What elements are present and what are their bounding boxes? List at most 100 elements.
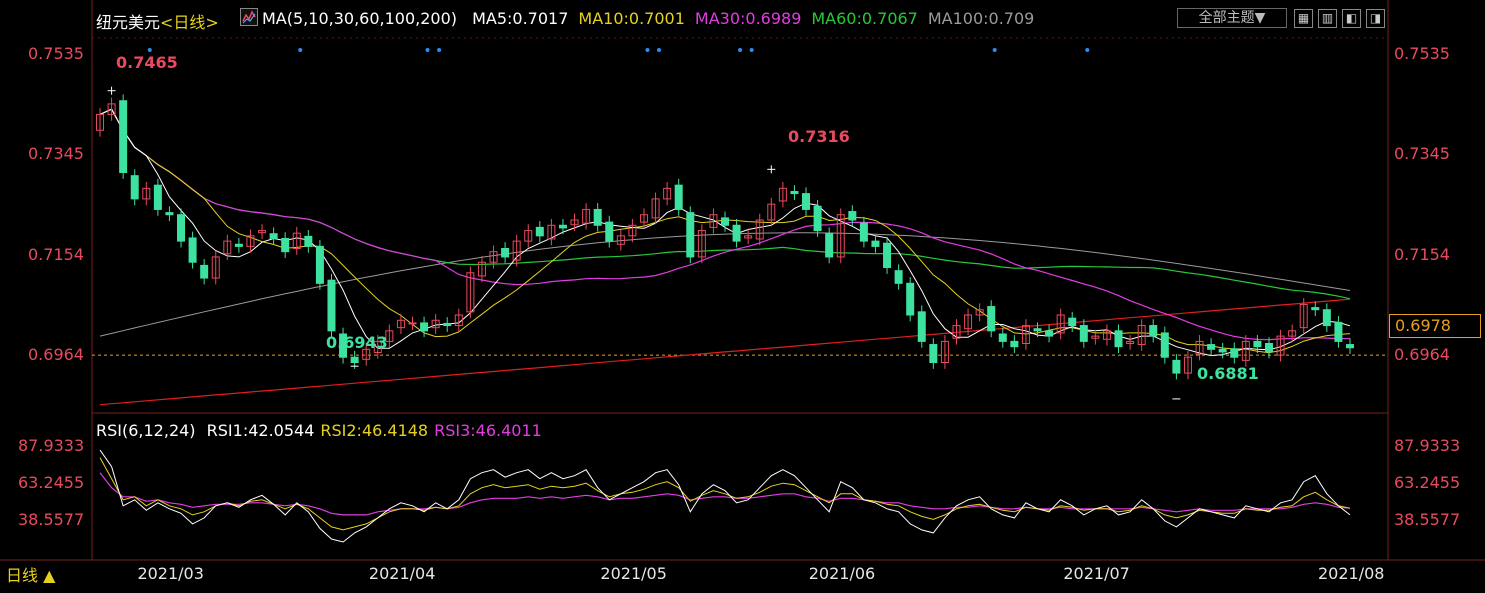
candle-body: [570, 219, 579, 226]
candle-body: [802, 193, 811, 210]
ma5-line: [99, 108, 1351, 357]
ma100-line: [99, 232, 1351, 337]
columns-icon[interactable]: ▥: [1318, 9, 1337, 28]
candle-body: [200, 264, 209, 279]
candle-body: [1218, 348, 1227, 353]
rsi-values: RSI1:42.0544 RSI2:46.4148 RSI3:46.4011: [201, 421, 542, 440]
candle-body: [987, 306, 996, 332]
candle-body: [1126, 340, 1135, 344]
candle-body: [871, 240, 880, 247]
candle-body: [1114, 330, 1123, 348]
candle-body: [142, 187, 151, 200]
candle-body: [639, 214, 648, 223]
candle-body: [223, 240, 232, 255]
candle-body: [732, 224, 741, 242]
candle-body: [721, 217, 729, 226]
candle-body: [246, 235, 255, 247]
event-dot: [147, 48, 152, 52]
candle-body: [501, 248, 510, 258]
price-tick: 0.6964: [28, 345, 84, 365]
layout-right-icon[interactable]: ◨: [1366, 9, 1385, 28]
rsi-params: RSI(6,12,24): [96, 421, 196, 440]
candle-body: [582, 208, 591, 224]
rsi1-line: [99, 449, 1351, 543]
candle-body: [362, 348, 371, 360]
candle-body: [686, 212, 695, 258]
rsi-value: RSI3:46.4011: [434, 421, 542, 440]
ma-values: MA5:0.7017 MA10:0.7001 MA30:0.6989 MA60:0.7…: [462, 9, 1034, 28]
candle-body: [431, 319, 440, 329]
ma-value: MA30:0.6989: [694, 9, 802, 28]
candle-body: [234, 243, 243, 247]
candle-body: [697, 230, 706, 258]
ma-value: MA5:0.7017: [472, 9, 569, 28]
candle-body: [1045, 330, 1054, 337]
candle-body: [489, 251, 498, 263]
candle-body: [454, 314, 463, 327]
ma-legend: MA(5,10,30,60,100,200) MA5:0.7017 MA10:0.…: [262, 9, 1034, 28]
candle-body: [975, 309, 984, 316]
grid-icon[interactable]: ▦: [1294, 9, 1313, 28]
candle-body: [917, 311, 926, 342]
candle-body: [1299, 303, 1308, 329]
candle-body: [1334, 321, 1343, 342]
candle-body: [674, 184, 683, 210]
candle-body: [443, 322, 452, 327]
candle-body: [315, 245, 324, 284]
candle-body: [836, 214, 845, 258]
ma-value: MA10:0.7001: [578, 9, 685, 28]
candle-body: [1010, 340, 1019, 348]
candle-body: [153, 184, 162, 210]
price-tick: 0.7535: [1394, 43, 1450, 63]
theme-dropdown-button[interactable]: 全部主题▼: [1177, 8, 1287, 28]
event-dot: [657, 48, 662, 52]
x-tick-label: 2021/04: [368, 564, 436, 583]
candle-body: [859, 222, 868, 242]
price-tick: 0.7345: [1394, 144, 1450, 164]
indicator-settings-icon[interactable]: [240, 8, 258, 26]
candle-body: [524, 230, 533, 242]
price-tick: 0.6964: [1394, 345, 1450, 365]
annotation-low-1: 0.6943: [326, 333, 388, 352]
period-switch-button[interactable]: 日线 ▲: [6, 566, 56, 585]
candle-body: [709, 214, 718, 228]
candle-body: [188, 237, 197, 263]
candle-body: [96, 113, 104, 131]
rsi-legend: RSI(6,12,24) RSI1:42.0544 RSI2:46.4148 RSI…: [96, 421, 542, 440]
candle-body: [1079, 325, 1088, 342]
candle-body: [466, 272, 475, 313]
ma-params: MA(5,10,30,60,100,200): [262, 9, 457, 28]
annotation-low-2: 0.6881: [1197, 364, 1259, 383]
candle-body: [1346, 344, 1354, 349]
candle-body: [755, 219, 764, 240]
candle-body: [304, 235, 313, 247]
layout-left-icon[interactable]: ◧: [1342, 9, 1361, 28]
candle-body: [1264, 343, 1273, 353]
candle-body: [1311, 307, 1320, 311]
candle-body: [385, 330, 394, 342]
period-label[interactable]: <日线>: [160, 13, 219, 32]
candle-body: [477, 261, 486, 277]
candle-body: [558, 224, 567, 229]
candle-body: [894, 270, 903, 284]
annotation-mid-high: 0.7316: [788, 127, 850, 146]
candle-body: [1091, 335, 1100, 339]
candle-body: [1102, 330, 1111, 340]
rsi-tick: 63.2455: [1394, 472, 1461, 492]
candle-body: [1195, 340, 1204, 355]
candle-body: [1137, 325, 1146, 346]
candle-body: [1276, 335, 1285, 356]
x-tick-label: 2021/05: [600, 564, 667, 583]
candle-body: [663, 187, 672, 200]
candle-body: [1033, 328, 1042, 332]
price-tick: 0.7154: [1394, 244, 1450, 264]
rsi-tick: 63.2455: [18, 472, 85, 492]
candle-body: [339, 333, 348, 358]
candle-body: [350, 356, 359, 364]
candle-body: [1230, 348, 1239, 358]
candle-body: [107, 103, 116, 115]
rsi2-line: [99, 457, 1351, 531]
rsi3-line: [99, 472, 1351, 516]
x-tick-label: 2021/03: [137, 564, 204, 583]
